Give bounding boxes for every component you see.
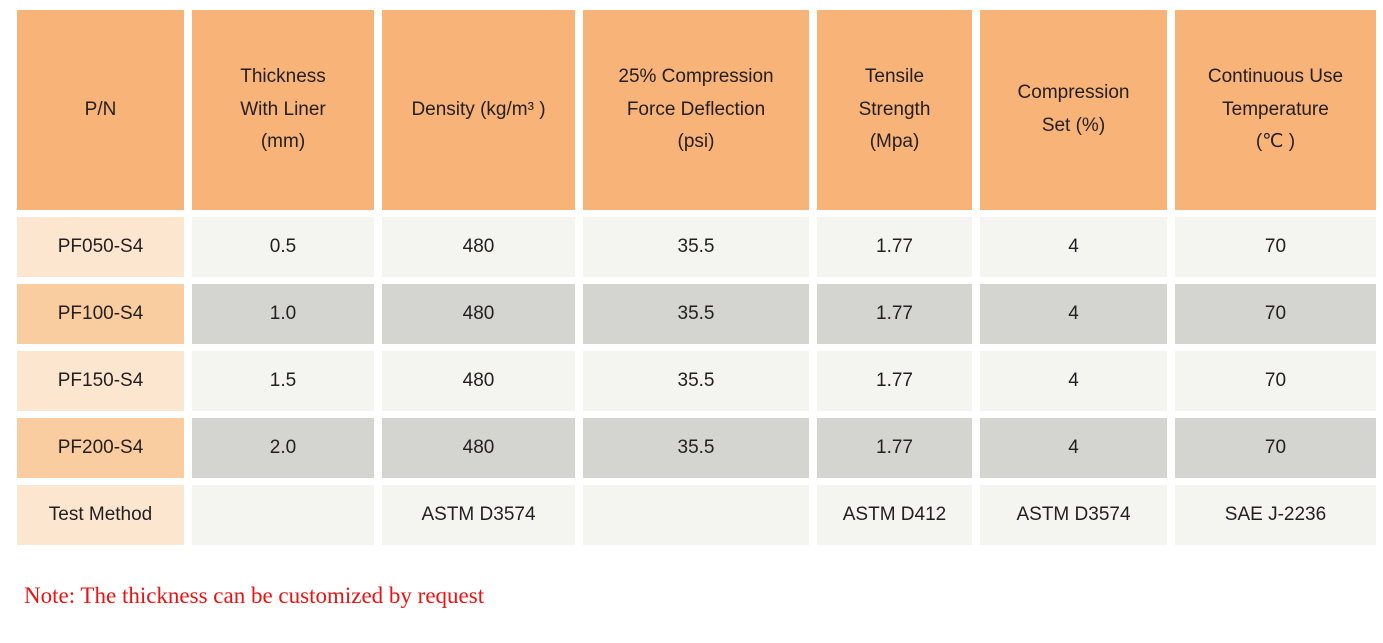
value-cell: 480 <box>382 217 575 277</box>
column-header-density: Density (kg/m³ ) <box>382 10 575 210</box>
table-row-test-method: Test Method ASTM D3574 ASTM D412 ASTM D3… <box>17 485 1376 545</box>
value-cell: SAE J-2236 <box>1175 485 1376 545</box>
value-cell: 35.5 <box>583 418 809 478</box>
table-row-pf050: PF050-S4 0.5 480 35.5 1.77 4 70 <box>17 217 1376 277</box>
value-cell: 1.77 <box>817 217 972 277</box>
note-text: Note: The thickness can be customized by… <box>24 583 485 608</box>
value-cell: 70 <box>1175 351 1376 411</box>
value-cell: 480 <box>382 351 575 411</box>
table-row-pf150: PF150-S4 1.5 480 35.5 1.77 4 70 <box>17 351 1376 411</box>
pn-cell: Test Method <box>17 485 184 545</box>
value-cell: 35.5 <box>583 217 809 277</box>
value-cell: 35.5 <box>583 284 809 344</box>
table-row-pf200: PF200-S4 2.0 480 35.5 1.77 4 70 <box>17 418 1376 478</box>
table-row-pf100: PF100-S4 1.0 480 35.5 1.77 4 70 <box>17 284 1376 344</box>
value-cell: 70 <box>1175 418 1376 478</box>
pn-cell: PF100-S4 <box>17 284 184 344</box>
value-cell: 35.5 <box>583 351 809 411</box>
column-header-tensile-strength: Tensile Strength (Mpa) <box>817 10 972 210</box>
value-cell: 2.0 <box>192 418 374 478</box>
value-cell: 4 <box>980 351 1167 411</box>
value-cell: 4 <box>980 217 1167 277</box>
column-header-compression-deflection: 25% Compression Force Deflection (psi) <box>583 10 809 210</box>
pn-cell: PF050-S4 <box>17 217 184 277</box>
header-row: P/N Thickness With Liner (mm) Density (k… <box>17 10 1376 210</box>
column-header-pn: P/N <box>17 10 184 210</box>
value-cell: ASTM D412 <box>817 485 972 545</box>
value-cell <box>583 485 809 545</box>
value-cell: 4 <box>980 418 1167 478</box>
value-cell: 70 <box>1175 217 1376 277</box>
value-cell: ASTM D3574 <box>980 485 1167 545</box>
value-cell: 480 <box>382 418 575 478</box>
value-cell: 0.5 <box>192 217 374 277</box>
value-cell: 1.77 <box>817 284 972 344</box>
pn-cell: PF200-S4 <box>17 418 184 478</box>
pn-cell: PF150-S4 <box>17 351 184 411</box>
value-cell: 4 <box>980 284 1167 344</box>
product-spec-table: P/N Thickness With Liner (mm) Density (k… <box>9 3 1383 552</box>
value-cell: 1.77 <box>817 418 972 478</box>
value-cell: 1.77 <box>817 351 972 411</box>
value-cell: 70 <box>1175 284 1376 344</box>
column-header-thickness: Thickness With Liner (mm) <box>192 10 374 210</box>
column-header-compression-set: Compression Set (%) <box>980 10 1167 210</box>
value-cell: 480 <box>382 284 575 344</box>
value-cell: 1.5 <box>192 351 374 411</box>
value-cell: ASTM D3574 <box>382 485 575 545</box>
value-cell <box>192 485 374 545</box>
column-header-continuous-use-temp: Continuous Use Temperature (℃ ) <box>1175 10 1376 210</box>
value-cell: 1.0 <box>192 284 374 344</box>
